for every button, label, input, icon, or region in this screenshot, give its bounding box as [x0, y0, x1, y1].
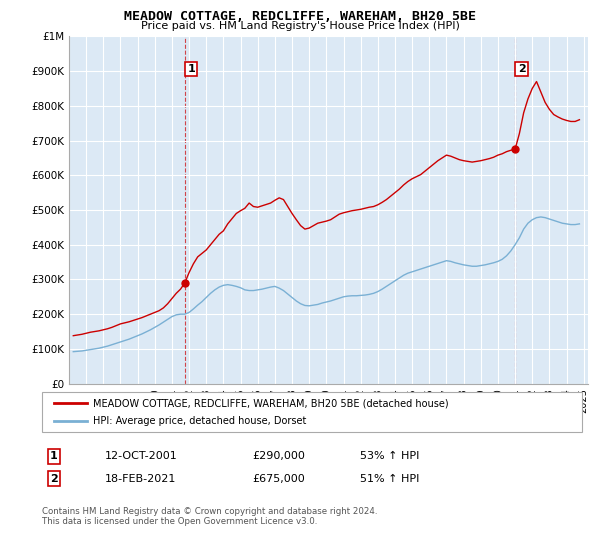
Text: 2: 2	[518, 64, 526, 74]
Text: 2: 2	[50, 474, 58, 484]
Text: 18-FEB-2021: 18-FEB-2021	[105, 474, 176, 484]
Text: 1: 1	[187, 64, 195, 74]
Text: Price paid vs. HM Land Registry's House Price Index (HPI): Price paid vs. HM Land Registry's House …	[140, 21, 460, 31]
Text: 1: 1	[50, 451, 58, 461]
Text: £290,000: £290,000	[252, 451, 305, 461]
Text: £675,000: £675,000	[252, 474, 305, 484]
Text: HPI: Average price, detached house, Dorset: HPI: Average price, detached house, Dors…	[93, 416, 307, 426]
Text: Contains HM Land Registry data © Crown copyright and database right 2024.
This d: Contains HM Land Registry data © Crown c…	[42, 507, 377, 526]
Text: MEADOW COTTAGE, REDCLIFFE, WAREHAM, BH20 5BE (detached house): MEADOW COTTAGE, REDCLIFFE, WAREHAM, BH20…	[93, 398, 449, 408]
Text: 51% ↑ HPI: 51% ↑ HPI	[360, 474, 419, 484]
Text: MEADOW COTTAGE, REDCLIFFE, WAREHAM, BH20 5BE: MEADOW COTTAGE, REDCLIFFE, WAREHAM, BH20…	[124, 10, 476, 22]
Text: 12-OCT-2001: 12-OCT-2001	[105, 451, 178, 461]
Text: 53% ↑ HPI: 53% ↑ HPI	[360, 451, 419, 461]
